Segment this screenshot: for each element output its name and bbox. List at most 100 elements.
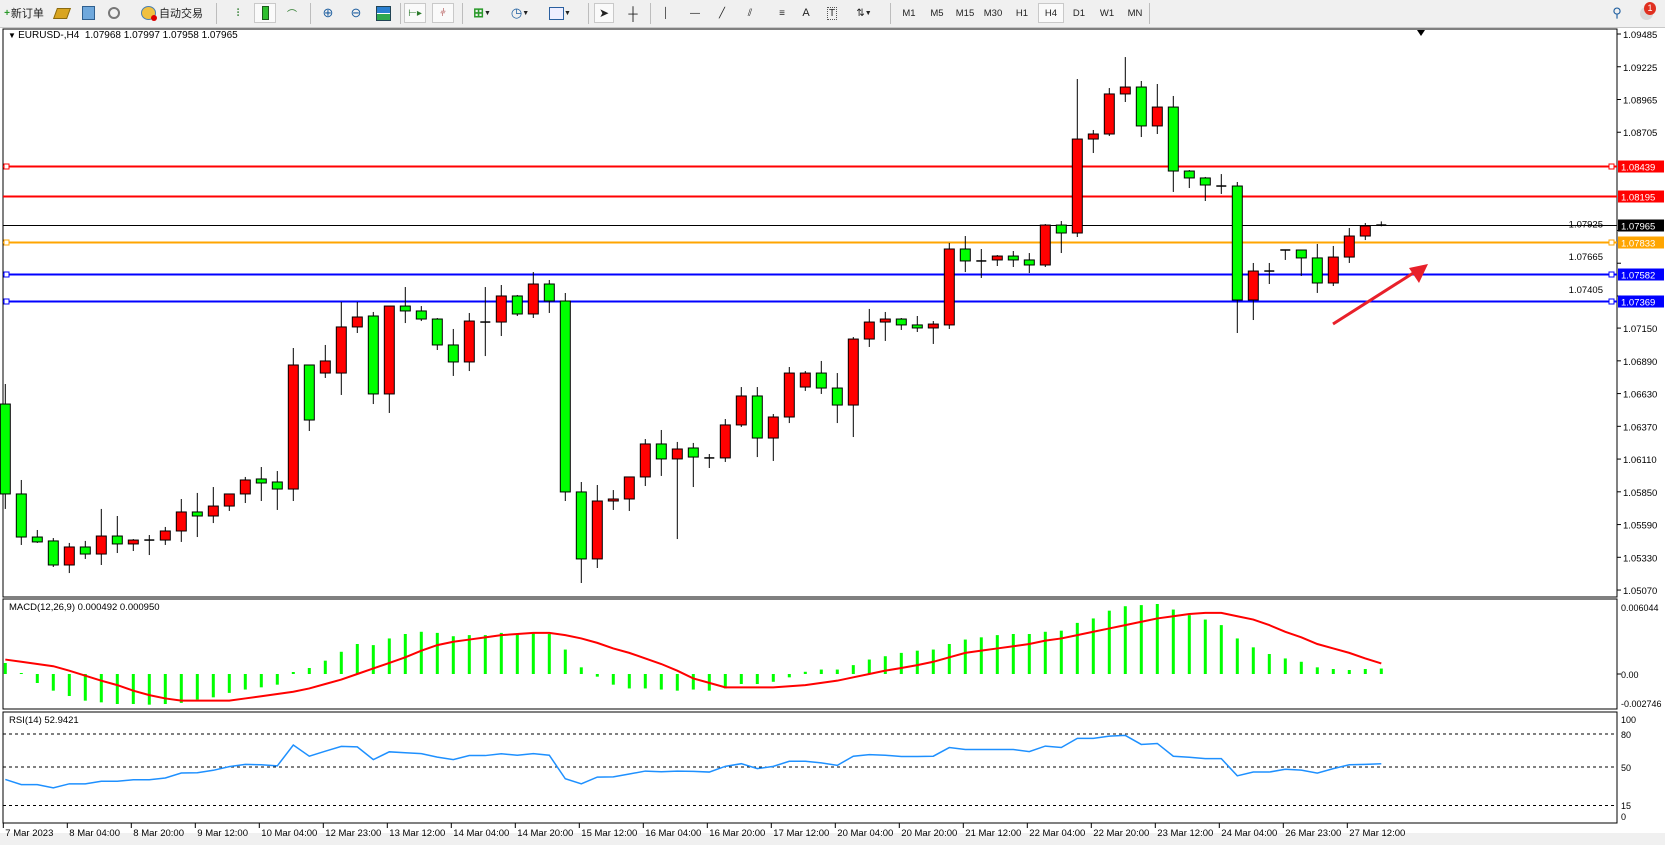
candle-bullish bbox=[927, 323, 939, 329]
arrows-button[interactable]: ⇅ ▼ bbox=[856, 7, 872, 19]
candle-bullish bbox=[735, 395, 747, 426]
candle-bearish bbox=[1007, 255, 1019, 261]
chart-window[interactable]: 1.09485 1.09225 1.08965 1.08705 1.07925 1.076… bbox=[0, 28, 1665, 845]
signals-button[interactable] bbox=[104, 3, 124, 23]
macd-histogram-bar bbox=[3, 663, 7, 674]
macd-histogram-bar bbox=[995, 635, 999, 674]
candle-bearish bbox=[79, 546, 91, 555]
candle-bullish bbox=[1151, 106, 1163, 127]
macd-histogram-bar bbox=[131, 674, 135, 704]
macd-histogram-bar bbox=[691, 674, 695, 690]
vertical-line-button[interactable]: │ bbox=[656, 3, 676, 23]
templates-button[interactable]: ▼ bbox=[545, 3, 575, 23]
zoom-out-button[interactable]: ⊖ bbox=[346, 3, 366, 23]
timeframe-m1[interactable]: M1 bbox=[902, 7, 916, 19]
timeframe-h4[interactable]: H4 bbox=[1038, 3, 1064, 23]
macd-histogram-bar bbox=[355, 644, 359, 674]
candle-bearish bbox=[15, 493, 27, 538]
macd-histogram-bar bbox=[803, 671, 807, 674]
zoom-in-button[interactable]: ⊕ bbox=[318, 3, 338, 23]
macd-histogram-bar bbox=[483, 635, 487, 674]
level-price-tag bbox=[1618, 190, 1664, 203]
level-anchor-handle bbox=[1608, 298, 1615, 305]
macd-histogram-bar bbox=[1011, 634, 1015, 674]
bid-price-label: 1.07965 bbox=[1621, 222, 1655, 233]
macd-histogram-bar bbox=[227, 674, 231, 693]
indicators-button[interactable]: ⊞ ▼ bbox=[473, 5, 491, 20]
fibonacci-button[interactable]: ≡ bbox=[772, 3, 792, 23]
level-anchor-handle bbox=[3, 271, 10, 278]
macd-histogram-bar bbox=[1251, 647, 1255, 674]
bar-chart-button[interactable]: ⫶ bbox=[228, 3, 248, 23]
timeframe-m5[interactable]: M5 bbox=[930, 7, 944, 19]
periods-button[interactable]: ◷ ▼ bbox=[510, 5, 530, 20]
bid-price-tag bbox=[1618, 219, 1664, 232]
time-label: 9 Mar 12:00 bbox=[197, 828, 248, 839]
auto-scroll-icon: ⊢▸ bbox=[408, 7, 422, 19]
timeframe-m30[interactable]: M30 bbox=[983, 7, 1003, 19]
level-anchor-handle bbox=[1608, 271, 1615, 278]
timeframe-h1[interactable]: H1 bbox=[1015, 7, 1029, 19]
macd-histogram-bar bbox=[371, 645, 375, 674]
candle-bearish bbox=[1055, 224, 1067, 234]
time-label: 10 Mar 04:00 bbox=[261, 828, 317, 839]
horizontal-line-icon: — bbox=[690, 7, 700, 19]
equidistant-channel-icon: ⫽ bbox=[747, 7, 753, 19]
macd-histogram-bar bbox=[979, 637, 983, 674]
signals-icon bbox=[108, 7, 120, 19]
data-window-button[interactable] bbox=[78, 3, 98, 23]
equidistant-channel-button[interactable]: ⫽ bbox=[740, 3, 760, 23]
text-label-button[interactable]: T bbox=[822, 3, 842, 23]
price-tick-label: 1.07405 bbox=[1569, 285, 1603, 296]
line-chart-button[interactable]: ⌒ bbox=[282, 3, 302, 23]
level-anchor-handle bbox=[3, 298, 10, 305]
toolbar-separator bbox=[1149, 3, 1150, 24]
chart-canvas[interactable]: 1.09485 1.09225 1.08965 1.08705 1.07925 1.076… bbox=[0, 28, 1665, 845]
macd-histogram-bar bbox=[1091, 618, 1095, 674]
new-order-label: 新订单 bbox=[10, 8, 44, 20]
timeframe-d1[interactable]: D1 bbox=[1072, 7, 1086, 19]
candlestick-button[interactable] bbox=[254, 3, 276, 23]
level-anchor-handle bbox=[1608, 239, 1615, 246]
candle-bearish bbox=[1295, 249, 1307, 259]
macd-histogram-bar bbox=[515, 634, 519, 674]
auto-scroll-button[interactable]: ⊢▸ bbox=[404, 3, 426, 23]
market-watch-button[interactable] bbox=[52, 3, 72, 23]
cursor-button[interactable]: ➤ bbox=[594, 3, 614, 23]
chart-shift-button[interactable]: ⫩ bbox=[432, 3, 454, 23]
macd-histogram-bar bbox=[99, 674, 103, 703]
time-label: 14 Mar 04:00 bbox=[453, 828, 509, 839]
timeframe-w1[interactable]: W1 bbox=[1099, 7, 1115, 19]
tile-windows-icon bbox=[375, 5, 391, 21]
macd-histogram-bar bbox=[1331, 669, 1335, 674]
macd-histogram-bar bbox=[579, 667, 583, 674]
time-label: 27 Mar 12:00 bbox=[1349, 828, 1405, 839]
timeframe-mn[interactable]: MN bbox=[1127, 7, 1143, 19]
trendline-button[interactable]: ╱ bbox=[712, 3, 732, 23]
level-price-tag bbox=[1618, 160, 1664, 173]
price-tick-label: 1.06630 bbox=[1623, 390, 1657, 401]
macd-histogram-bar bbox=[819, 669, 823, 674]
time-label: 15 Mar 12:00 bbox=[581, 828, 637, 839]
macd-histogram-bar bbox=[1107, 610, 1111, 674]
tile-windows-button[interactable] bbox=[373, 3, 393, 23]
search-button[interactable]: ⚲ bbox=[1607, 3, 1627, 23]
candle-bearish bbox=[0, 403, 11, 495]
text-button[interactable]: A bbox=[796, 3, 816, 23]
notification-count: 1 bbox=[1644, 2, 1656, 15]
auto-trading-button[interactable]: 自动交易 bbox=[133, 3, 211, 23]
macd-histogram-bar bbox=[339, 651, 343, 674]
horizontal-line-button[interactable]: — bbox=[685, 3, 705, 23]
macd-histogram-bar bbox=[403, 634, 407, 674]
crosshair-button[interactable]: ┼ bbox=[623, 3, 643, 23]
candle-bearish bbox=[559, 300, 571, 493]
notification-button[interactable]: 1 bbox=[1634, 2, 1658, 23]
candle-bullish bbox=[719, 424, 731, 459]
fibonacci-icon: ≡ bbox=[779, 7, 785, 19]
trendline-icon: ╱ bbox=[718, 7, 726, 19]
rsi-axis-label: 50 bbox=[1621, 763, 1631, 773]
macd-pane bbox=[2, 598, 1618, 710]
new-order-button[interactable]: + 新订单 bbox=[2, 3, 46, 23]
timeframe-m15[interactable]: M15 bbox=[955, 7, 975, 19]
collapse-triangle-icon[interactable]: ▼ bbox=[8, 31, 19, 40]
